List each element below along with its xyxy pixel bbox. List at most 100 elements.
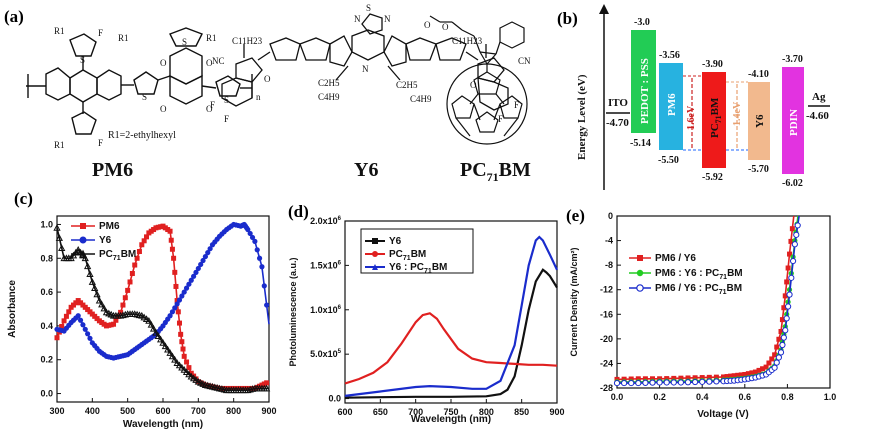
chart-c-series-0-point [264,380,270,386]
pdin-bar-name: PDIN [788,109,800,136]
pm6-s-bridge: S [142,92,147,102]
chart-e-series-0-point [760,366,766,372]
chart-c-series-2-point [149,324,158,332]
pm6-s-bdd: S [182,37,187,47]
chart-c-series-0-point [168,237,174,243]
chart-d-series-1-line [344,312,558,385]
chart-d-ytick-label: 5.0x105 [310,349,342,359]
chart-e-ytick-label: -16 [600,309,613,319]
chart-d-xlabel: Wavelength (nm) [411,414,491,425]
ito-value: -4.70 [606,117,629,129]
chart-c-ytick-label: 0.4 [40,321,53,331]
chart-e-ytick-label: -12 [600,285,613,295]
chart-e-series-0-line [616,215,795,381]
chart-e-series-2-point [656,379,663,386]
chart-e-ylabel: Current Density (mA/cm²) [569,247,579,356]
chart-c-series-2-point [100,304,108,312]
pcbm-bar [702,72,726,168]
chart-c-series-0-point [54,335,60,341]
chart-e-series-0-point [788,238,794,244]
energy-axis-arrow [599,4,609,14]
pcbm-o-ester: O [424,20,431,30]
chart-e-series-2-point [783,315,790,322]
chart-c-xtick-label: 400 [85,406,100,416]
chart-e-series-0-point [621,376,627,382]
chart-c-series-0-point [184,359,190,365]
chart-e-series-2-point [635,379,642,387]
pm6-o-upper-r: O [206,58,213,68]
pcbm-phenyl-ring [499,21,525,49]
chart-c-ylabel: Absorbance [7,280,18,338]
pedot-bar [631,30,656,133]
chart-c-series-0-point [61,318,67,324]
chart-c-series-0-point [122,295,128,301]
y6-left-thiophene [299,37,331,61]
chart-e-series-2-point [785,303,792,310]
chart-c-series-0-point [66,309,72,315]
chart-c-ytick-label: 0.2 [40,355,53,365]
chart-e-series-0-point [766,360,772,366]
chart-e-xlabel: Voltage (V) [697,409,748,420]
pm6-bdd-thiophene [169,27,203,47]
chart-e-series-0-point [678,375,684,381]
chart-c-series-0-point [120,302,126,308]
chart-c-series-1-point [174,301,180,307]
chart-e-series-2-point [663,379,670,386]
chart-c-series-2-point [175,361,184,369]
chart-c-series-0-point [59,323,65,329]
chart-c-series-0-point [171,255,177,261]
chart-e-series-2-point [793,231,800,238]
y6-nc-left: NC [212,56,225,66]
chart-c-ytick-label: 0.8 [40,253,53,263]
chart-c-series [53,221,271,394]
chart-c-series-1-point [193,269,199,275]
chart-c-series-1-point [247,230,253,237]
chart-e-ytick-label: -8 [605,260,613,270]
y6-n-thiadiazole-r: N [384,14,391,24]
chart-c-series-0-point [169,246,175,252]
y6-right-pyrrole [383,35,407,67]
y6-f-left-2: F [224,114,229,124]
chart-e-series-0-point [650,376,655,382]
chart-c-ytick-label: 1.0 [40,219,53,229]
panel-label-d: (d) [288,202,309,221]
chart-e-series-0-point [769,356,775,362]
chart-c-series-1-point [188,277,194,283]
y6-bar [748,82,770,160]
chart-c-series-2-point [95,296,104,304]
chart-d-xtick-label: 750 [443,407,458,417]
panel-label-b: (b) [557,9,578,28]
y6-left-benzene [221,77,253,107]
legend-c-pm6: PM6 [99,221,120,232]
pm6-r1-bdd-left: R1 [118,33,129,43]
chart-e-series-2-point [699,378,706,385]
chart-e-ytick-label: -24 [600,358,613,368]
chart-c-xtick-label: 300 [49,406,64,416]
chart-e-xtick-label: 0.8 [781,392,794,402]
chart-c-series-2-point [180,366,188,373]
legend-e-s3: PM6 / Y6 : PC71BM [655,283,742,296]
gap-label-2: 1.4eV [732,101,743,126]
chart-c-series-2-point [157,335,165,343]
y6-f-left-1: F [210,100,215,110]
y6-name: Y6 [354,159,378,181]
chart-e-series-2-point [771,364,778,371]
chart-c-series-0-point [134,255,140,261]
chart-c-series-2-point [81,254,89,262]
y6-c11-right: C11H23 [452,36,483,46]
y6-cn-right: CN [518,56,531,66]
chart-c-series-2-point [58,244,66,252]
energy-axis-label: Energy Level (eV) [576,74,588,160]
chart-c-series-1-point [254,247,260,253]
chart-c-series-1-point [207,246,213,252]
chart-c-series-1-point [198,261,204,268]
chart-d-legend-box [360,228,474,274]
chart-c-series-2-point [164,345,172,353]
chart-e-series-0-point [789,226,795,232]
chart-c-series-0-point [141,238,147,244]
chart-c-series-2-point [182,368,191,376]
chart-c-series-2-point [168,352,177,360]
legend-c-pcbm-marker [79,249,87,258]
chart-c-series-1-point [249,234,256,241]
pcbm-bottom: -5.92 [702,172,723,183]
